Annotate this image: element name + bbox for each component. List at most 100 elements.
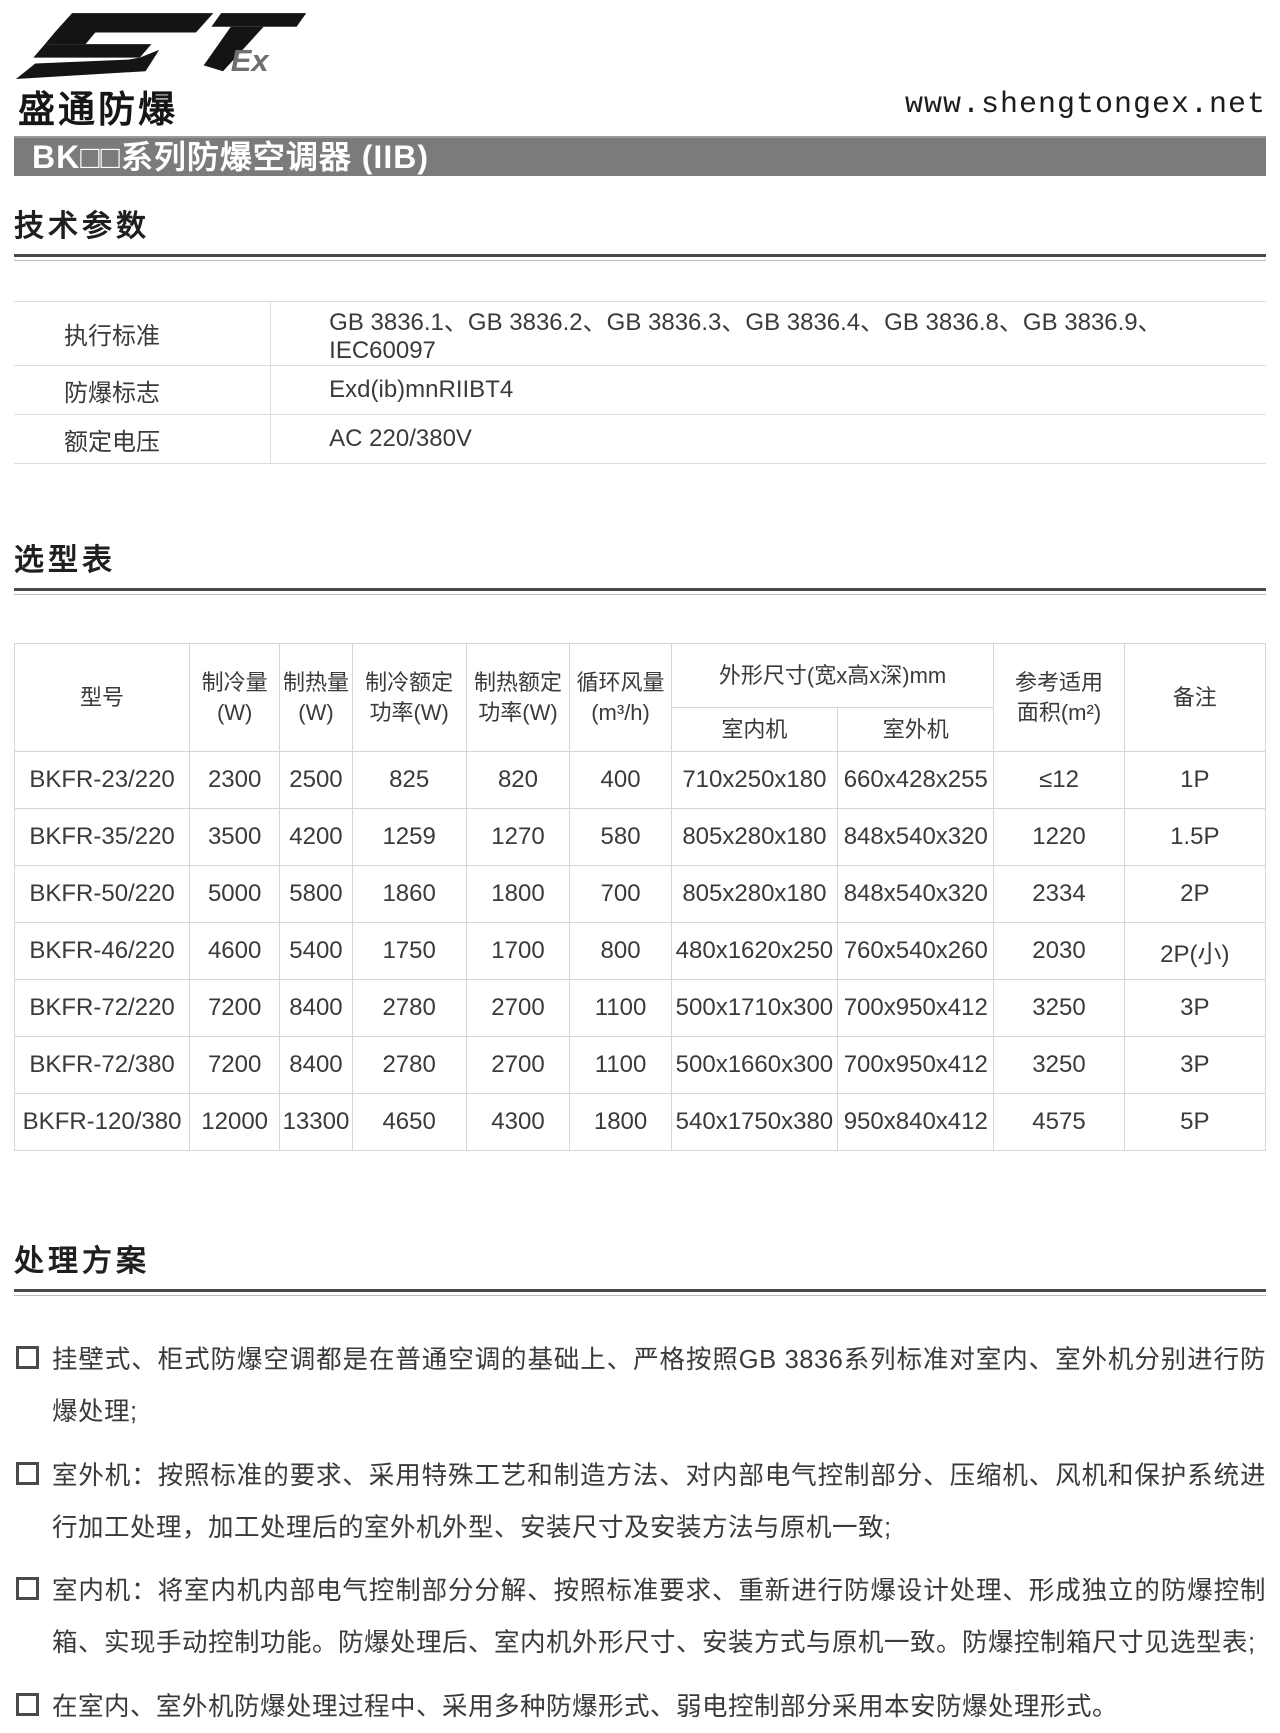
cell-cooling-power: 2780 — [351, 1036, 467, 1094]
cell-airflow: 400 — [569, 751, 672, 809]
series-title: BK□□系列防爆空调器 (IIB) — [32, 139, 429, 175]
table-row: 执行标准 GB 3836.1、GB 3836.2、GB 3836.3、GB 38… — [14, 301, 1266, 366]
section-treatment-plan: 处理方案 挂壁式、柜式防爆空调都是在普通空调的基础上、严格按照GB 3836系列… — [14, 1247, 1266, 1733]
cell-area: 3250 — [993, 1036, 1125, 1094]
cell-heating: 4200 — [279, 808, 353, 866]
section-divider — [14, 254, 1266, 261]
cell-airflow: 700 — [569, 865, 672, 923]
col-header-note: 备注 — [1123, 643, 1267, 752]
cell-model: BKFR-50/220 — [13, 865, 191, 923]
series-title-banner: BK□□系列防爆空调器 (IIB) — [14, 136, 1266, 176]
cell-note: 1.5P — [1123, 808, 1267, 866]
cell-heating-power: 1270 — [465, 808, 571, 866]
col-header-dimensions-group: 外形尺寸(宽x高x深)mm — [670, 643, 995, 708]
cell-model: BKFR-72/380 — [13, 1036, 191, 1094]
cell-note: 1P — [1123, 751, 1267, 809]
cell-heating: 13300 — [279, 1093, 353, 1151]
cell-outdoor: 700x950x412 — [837, 1036, 995, 1094]
cell-note: 5P — [1123, 1093, 1267, 1151]
cell-model: BKFR-72/220 — [13, 979, 191, 1037]
cell-heating-power: 2700 — [465, 979, 571, 1037]
tech-params-table: 执行标准 GB 3836.1、GB 3836.2、GB 3836.3、GB 38… — [14, 301, 1266, 464]
cell-indoor: 480x1620x250 — [670, 922, 839, 980]
cell-note: 3P — [1123, 979, 1267, 1037]
cell-model: BKFR-120/380 — [13, 1093, 191, 1151]
tech-params-title: 技术参数 — [14, 210, 150, 243]
param-value: GB 3836.1、GB 3836.2、GB 3836.3、GB 3836.4、… — [329, 309, 1162, 364]
cell-cooling-power: 1750 — [351, 922, 467, 980]
cell-cooling-power: 1259 — [351, 808, 467, 866]
cell-heating: 5400 — [279, 922, 353, 980]
table-row: BKFR-46/220 4600 5400 1750 1700 800 480x… — [13, 922, 1267, 980]
section-tech-params: 技术参数 执行标准 GB 3836.1、GB 3836.2、GB 3836.3、… — [14, 212, 1266, 464]
logo-company-name: 盛通防爆 — [18, 89, 178, 130]
section-divider — [14, 588, 1266, 595]
cell-cooling: 12000 — [189, 1093, 281, 1151]
section-selection-table: 选型表 型号 制冷量 (W) 制热量 (W) 制冷额定 功率(W) 制热额定 功… — [13, 544, 1267, 1151]
list-item: 在室内、室外机防爆处理过程中、采用多种防爆形式、弱电控制部分采用本安防爆处理形式… — [14, 1681, 1266, 1733]
cell-heating: 8400 — [279, 1036, 353, 1094]
cell-outdoor: 700x950x412 — [837, 979, 995, 1037]
square-bullet-icon — [16, 1692, 39, 1716]
cell-cooling-power: 825 — [351, 751, 467, 809]
param-value: AC 220/380V — [329, 425, 472, 452]
table-row: BKFR-23/220 2300 2500 825 820 400 710x25… — [13, 751, 1267, 809]
param-label: 防爆标志 — [14, 365, 272, 415]
cell-model: BKFR-23/220 — [13, 751, 191, 809]
treatment-item-text: 室内机：将室内机内部电气控制部分分解、按照标准要求、重新进行防爆设计处理、形成独… — [52, 1577, 1266, 1658]
website-url: www.shengtongex.net — [904, 88, 1266, 122]
col-header-indoor: 室内机 — [670, 707, 839, 752]
col-header-cooling-power: 制冷额定 功率(W) — [351, 643, 467, 752]
cell-area: 4575 — [993, 1093, 1125, 1151]
param-value: Exd(ib)mnRIIBT4 — [329, 376, 514, 403]
cell-area: 2334 — [993, 865, 1125, 923]
treatment-item-text: 在室内、室外机防爆处理过程中、采用多种防爆形式、弱电控制部分采用本安防爆处理形式… — [52, 1692, 1119, 1721]
cell-model: BKFR-35/220 — [13, 808, 191, 866]
cell-outdoor: 950x840x412 — [837, 1093, 995, 1151]
cell-cooling-power: 2780 — [351, 979, 467, 1037]
cell-outdoor: 660x428x255 — [837, 751, 995, 809]
col-header-model: 型号 — [13, 643, 191, 752]
cell-heating-power: 820 — [465, 751, 571, 809]
param-label: 额定电压 — [14, 414, 272, 464]
section-divider — [14, 1289, 1266, 1296]
table-row: BKFR-72/220 7200 8400 2780 2700 1100 500… — [13, 979, 1267, 1037]
treatment-plan-list: 挂壁式、柜式防爆空调都是在普通空调的基础上、严格按照GB 3836系列标准对室内… — [14, 1334, 1266, 1733]
square-bullet-icon — [16, 1346, 39, 1369]
treatment-item-text: 室外机：按照标准的要求、采用特殊工艺和制造方法、对内部电气控制部分、压缩机、风机… — [52, 1461, 1266, 1542]
col-header-outdoor: 室外机 — [837, 707, 995, 752]
list-item: 室内机：将室内机内部电气控制部分分解、按照标准要求、重新进行防爆设计处理、形成独… — [14, 1565, 1266, 1670]
cell-cooling: 7200 — [189, 979, 281, 1037]
cell-cooling-power: 4650 — [351, 1093, 467, 1151]
cell-model: BKFR-46/220 — [13, 922, 191, 980]
square-bullet-icon — [16, 1577, 39, 1601]
cell-area: ≤12 — [993, 751, 1125, 809]
list-item: 室外机：按照标准的要求、采用特殊工艺和制造方法、对内部电气控制部分、压缩机、风机… — [14, 1450, 1266, 1555]
col-header-heating: 制热量 (W) — [279, 643, 353, 752]
cell-heating-power: 2700 — [465, 1036, 571, 1094]
cell-heating: 8400 — [279, 979, 353, 1037]
param-label: 执行标准 — [14, 301, 272, 366]
cell-heating-power: 1700 — [465, 922, 571, 980]
cell-note: 3P — [1123, 1036, 1267, 1094]
cell-cooling-power: 1860 — [351, 865, 467, 923]
cell-outdoor: 848x540x320 — [837, 865, 995, 923]
cell-indoor: 540x1750x380 — [670, 1093, 839, 1151]
cell-indoor: 805x280x180 — [670, 808, 839, 866]
selection-table-title: 选型表 — [14, 544, 116, 577]
cell-indoor: 805x280x180 — [670, 865, 839, 923]
cell-outdoor: 848x540x320 — [837, 808, 995, 866]
logo-ex-text: Ex — [231, 43, 271, 78]
cell-outdoor: 760x540x260 — [837, 922, 995, 980]
table-header-row: 型号 制冷量 (W) 制热量 (W) 制冷额定 功率(W) 制热额定 功率(W)… — [13, 643, 1267, 752]
square-bullet-icon — [16, 1461, 39, 1485]
cell-area: 2030 — [993, 922, 1125, 980]
table-row: 防爆标志 Exd(ib)mnRIIBT4 — [14, 365, 1266, 415]
table-row: 额定电压 AC 220/380V — [14, 414, 1266, 464]
cell-area: 3250 — [993, 979, 1125, 1037]
cell-heating-power: 1800 — [465, 865, 571, 923]
cell-cooling: 3500 — [189, 808, 281, 866]
col-header-cooling: 制冷量 (W) — [189, 643, 281, 752]
table-subheader-row: 室内机 室外机 — [15, 707, 1266, 752]
